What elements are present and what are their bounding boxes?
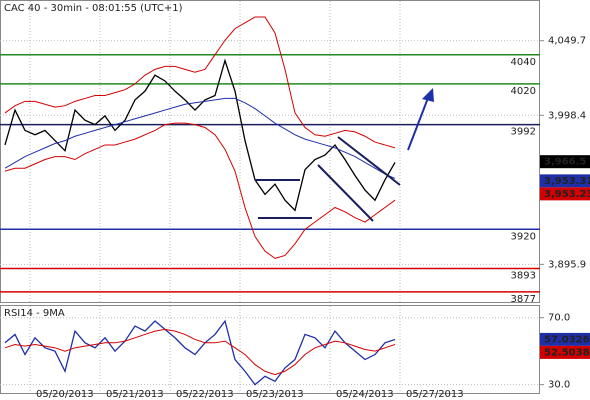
x-tick-label: 05/20/2013 bbox=[36, 389, 94, 400]
y-tick-label: 70.0 bbox=[548, 313, 570, 324]
price-tag-label: 52.5038 bbox=[544, 347, 590, 358]
series-line bbox=[4, 328, 396, 376]
arrow-head bbox=[422, 88, 434, 102]
series-line bbox=[4, 97, 396, 179]
channel-top bbox=[337, 136, 401, 186]
x-tick-label: 05/22/2013 bbox=[176, 389, 234, 400]
series-line bbox=[4, 319, 396, 386]
y-tick-label: 3,895.9 bbox=[548, 259, 586, 270]
level-label: 3877 bbox=[511, 294, 536, 305]
annotations bbox=[255, 88, 434, 222]
level-label: 3920 bbox=[511, 231, 536, 242]
channel-bottom bbox=[317, 164, 374, 222]
y-tick-label: 4,049.7 bbox=[548, 36, 586, 47]
x-tick-label: 05/21/2013 bbox=[106, 389, 164, 400]
price-tag bbox=[540, 174, 590, 188]
price-tag bbox=[540, 345, 590, 359]
y-tick-label: 3,998.4 bbox=[548, 110, 586, 121]
level-label: 3893 bbox=[511, 271, 536, 282]
x-tick-label: 05/23/2013 bbox=[246, 389, 304, 400]
price-tag-label: 3,966.5 bbox=[544, 157, 586, 168]
price-frame bbox=[0, 0, 540, 303]
rsi-title: RSI14 - 9MA bbox=[4, 308, 65, 319]
series-line bbox=[4, 16, 396, 149]
level-label: 4040 bbox=[511, 57, 536, 68]
price-tag bbox=[540, 155, 590, 169]
level-label: 4020 bbox=[511, 86, 536, 97]
forecast-arrow bbox=[407, 97, 429, 151]
series-line bbox=[4, 122, 396, 259]
price-tag-label: 3,953.31 bbox=[544, 176, 590, 187]
price-tag bbox=[540, 332, 590, 346]
level-label: 3992 bbox=[511, 127, 536, 138]
price-tag bbox=[540, 187, 590, 201]
price-tag-label: 3,953.23 bbox=[544, 189, 590, 200]
x-tick-label: 05/24/2013 bbox=[336, 389, 394, 400]
chart-title: CAC 40 - 30min - 08:01:55 (UTC+1) bbox=[4, 3, 183, 14]
price-tag-label: 57.0326 bbox=[544, 334, 590, 345]
x-tick-label: 05/27/2013 bbox=[406, 389, 464, 400]
y-tick-label: 30.0 bbox=[548, 380, 570, 391]
rsi-frame bbox=[0, 305, 540, 394]
series-line bbox=[4, 58, 396, 212]
